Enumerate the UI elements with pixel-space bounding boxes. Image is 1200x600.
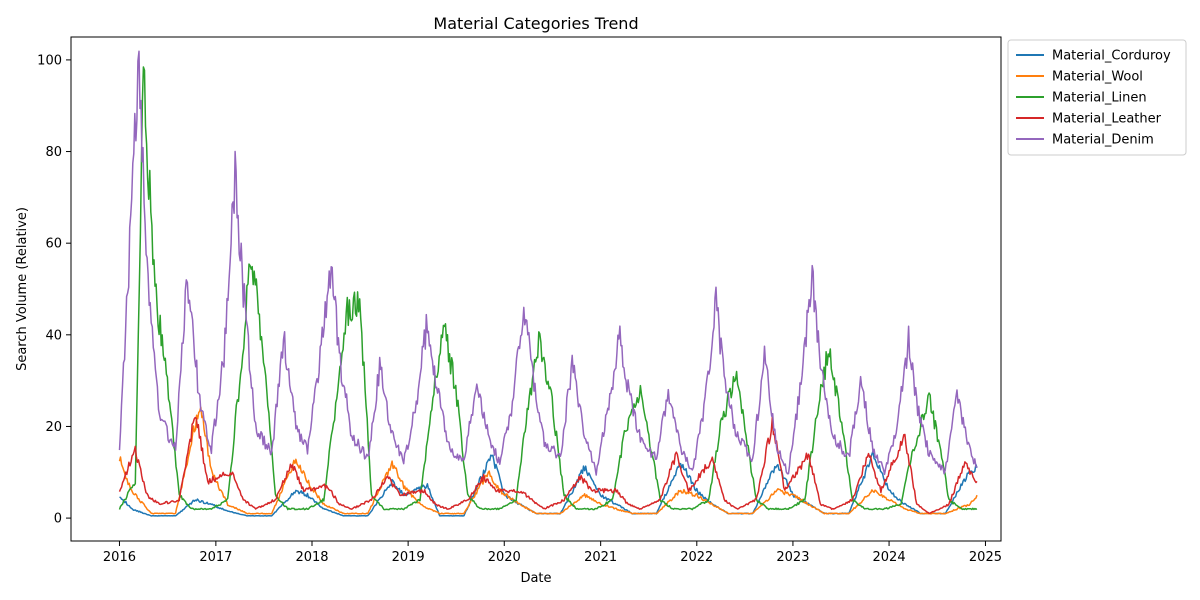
plot-area <box>70 36 1002 542</box>
x-tick-label: 2017 <box>199 550 232 565</box>
series-line-material-linen <box>118 66 978 511</box>
x-tick-label: 2025 <box>969 550 1002 565</box>
x-tick-label: 2024 <box>873 550 906 565</box>
x-tick-label: 2020 <box>488 550 521 565</box>
legend-label-material-leather: Material_Leather <box>1052 112 1162 127</box>
chart-title: Material Categories Trend <box>433 14 638 33</box>
series-line-material-leather <box>118 415 978 514</box>
y-tick-label: 100 <box>37 53 62 68</box>
y-axis: 0 20 40 60 80 100 <box>37 53 71 527</box>
x-tick-label: 2021 <box>584 550 617 565</box>
x-axis: 2016 2017 2018 2019 2020 2021 2022 2023 2024 2025 <box>103 541 1002 565</box>
legend-label-material-wool: Material_Wool <box>1052 70 1143 85</box>
x-tick-label: 2019 <box>392 550 425 565</box>
y-tick-label: 60 <box>45 237 62 252</box>
legend-label-material-linen: Material_Linen <box>1052 91 1147 106</box>
legend-box <box>1007 39 1187 156</box>
x-axis-label: Date <box>520 571 551 586</box>
x-tick-label: 2018 <box>295 550 328 565</box>
legend-label-material-corduroy: Material_Corduroy <box>1052 49 1171 64</box>
y-axis-label: Search Volume (Relative) <box>15 207 30 371</box>
y-tick-label: 0 <box>54 512 62 527</box>
y-tick-label: 40 <box>45 328 62 343</box>
x-tick-label: 2016 <box>103 550 136 565</box>
plot-frame <box>70 36 1002 542</box>
series-layer <box>118 50 978 517</box>
legend-label-material-denim: Material_Denim <box>1052 133 1154 148</box>
y-tick-label: 20 <box>45 420 62 435</box>
x-tick-label: 2022 <box>680 550 713 565</box>
legend: Material_Corduroy Material_Wool Material_L… <box>1007 39 1187 156</box>
series-line-material-denim <box>118 50 978 476</box>
series-line-material-wool <box>118 406 978 515</box>
x-tick-label: 2023 <box>776 550 809 565</box>
y-tick-label: 80 <box>45 145 62 160</box>
